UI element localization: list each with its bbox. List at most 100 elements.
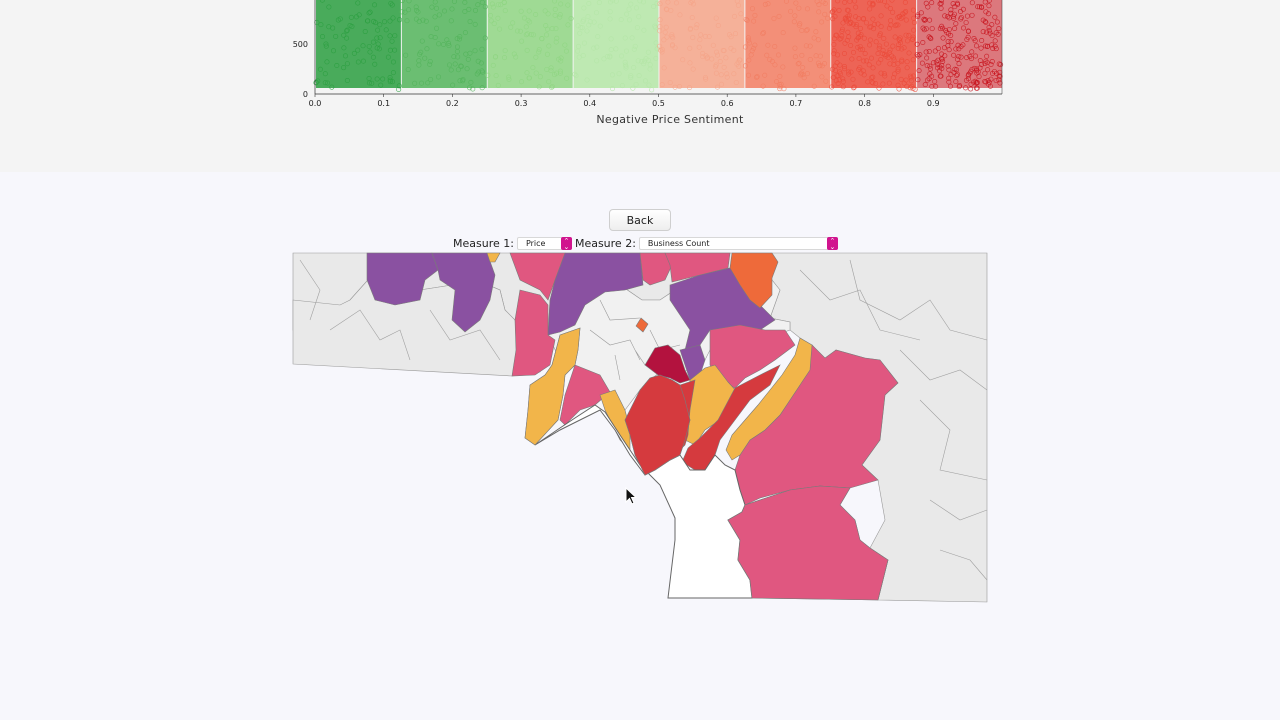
map-region-orange[interactable] bbox=[729, 252, 779, 309]
map-region-purple[interactable] bbox=[431, 252, 496, 333]
data-point bbox=[830, 66, 836, 72]
data-point bbox=[441, 42, 447, 48]
data-point bbox=[622, 59, 628, 65]
data-point bbox=[454, 48, 460, 54]
data-point bbox=[502, 48, 508, 54]
data-point bbox=[333, 33, 339, 39]
map-region-pink[interactable] bbox=[727, 485, 889, 601]
data-point bbox=[868, 24, 874, 30]
data-point bbox=[735, 2, 741, 8]
data-point bbox=[835, 73, 841, 79]
map-region-purple[interactable] bbox=[547, 252, 644, 336]
map-region-red[interactable] bbox=[624, 374, 691, 476]
measure-2-label: Measure 2: bbox=[574, 237, 636, 250]
data-point bbox=[871, 21, 877, 27]
data-point bbox=[895, 61, 901, 67]
data-point bbox=[861, 72, 867, 78]
data-point bbox=[737, 57, 743, 63]
map-region-purple[interactable] bbox=[679, 344, 706, 381]
data-point bbox=[568, 15, 574, 21]
data-point bbox=[813, 53, 819, 59]
data-point bbox=[697, 37, 703, 43]
data-point bbox=[910, 57, 916, 63]
map-region-pink[interactable] bbox=[559, 364, 611, 426]
data-point bbox=[687, 85, 693, 91]
data-point bbox=[320, 34, 326, 40]
data-point bbox=[904, 59, 910, 65]
data-point bbox=[945, 63, 951, 69]
data-point bbox=[457, 78, 463, 84]
data-point bbox=[315, 78, 321, 84]
data-point bbox=[854, 22, 860, 28]
data-point bbox=[581, 17, 587, 23]
data-point bbox=[767, 57, 773, 63]
data-point bbox=[713, 64, 719, 70]
data-point bbox=[355, 47, 361, 53]
measure-2-select[interactable]: Business Count ⌃ ⌄ bbox=[638, 237, 838, 250]
data-point bbox=[911, 15, 917, 21]
data-point bbox=[631, 46, 637, 52]
data-point bbox=[344, 77, 350, 83]
data-point bbox=[451, 0, 457, 4]
data-point bbox=[557, 68, 563, 74]
data-point bbox=[335, 17, 341, 23]
data-point bbox=[562, 42, 568, 48]
data-point bbox=[886, 25, 892, 31]
data-point bbox=[330, 25, 336, 31]
map-region-yellow[interactable] bbox=[486, 252, 501, 263]
data-point bbox=[946, 67, 952, 73]
data-point bbox=[552, 6, 558, 12]
data-point bbox=[938, 56, 944, 62]
data-point bbox=[867, 37, 873, 43]
measure-1-value: Price bbox=[525, 239, 546, 248]
map-region-pink[interactable] bbox=[664, 252, 731, 283]
data-point bbox=[803, 43, 809, 49]
data-point bbox=[664, 34, 670, 40]
map-region-pink[interactable] bbox=[511, 289, 556, 377]
data-point bbox=[636, 14, 642, 20]
data-point bbox=[478, 60, 484, 66]
x-tick-label: 0.3 bbox=[515, 99, 528, 108]
data-point bbox=[366, 75, 372, 81]
data-point bbox=[847, 0, 853, 4]
data-point bbox=[665, 0, 671, 5]
data-point bbox=[875, 21, 881, 27]
data-point bbox=[954, 56, 960, 62]
data-point bbox=[855, 44, 861, 50]
data-point bbox=[983, 58, 989, 64]
data-point bbox=[688, 0, 694, 6]
data-point bbox=[984, 53, 990, 59]
data-point bbox=[670, 42, 676, 48]
measure-1-select[interactable]: Price ⌃ ⌄ bbox=[516, 237, 572, 250]
map-region-pink[interactable] bbox=[509, 252, 566, 301]
data-point bbox=[690, 35, 696, 41]
data-point bbox=[866, 62, 872, 68]
data-point bbox=[833, 78, 839, 84]
data-point bbox=[752, 12, 758, 18]
data-point bbox=[989, 22, 995, 28]
data-point bbox=[857, 44, 863, 50]
data-point bbox=[690, 1, 696, 7]
map-region-orange[interactable] bbox=[635, 317, 649, 333]
map-region-yellow[interactable] bbox=[524, 327, 581, 446]
data-point bbox=[414, 8, 420, 14]
data-point bbox=[329, 84, 335, 90]
data-point bbox=[861, 58, 867, 64]
data-point bbox=[584, 28, 590, 34]
data-point bbox=[526, 8, 532, 14]
data-point bbox=[553, 39, 559, 45]
data-point bbox=[521, 15, 527, 21]
data-point bbox=[956, 54, 962, 60]
data-point bbox=[860, 46, 866, 52]
data-point bbox=[318, 22, 324, 28]
data-point bbox=[657, 43, 663, 49]
data-point bbox=[993, 78, 999, 84]
data-point bbox=[402, 9, 408, 15]
data-point bbox=[775, 52, 781, 58]
data-point bbox=[732, 13, 738, 19]
x-tick-label: 0.4 bbox=[583, 99, 596, 108]
data-point bbox=[967, 70, 973, 76]
data-point bbox=[709, 56, 715, 62]
back-button[interactable]: Back bbox=[609, 209, 671, 231]
map-region-yellow[interactable] bbox=[725, 337, 813, 461]
